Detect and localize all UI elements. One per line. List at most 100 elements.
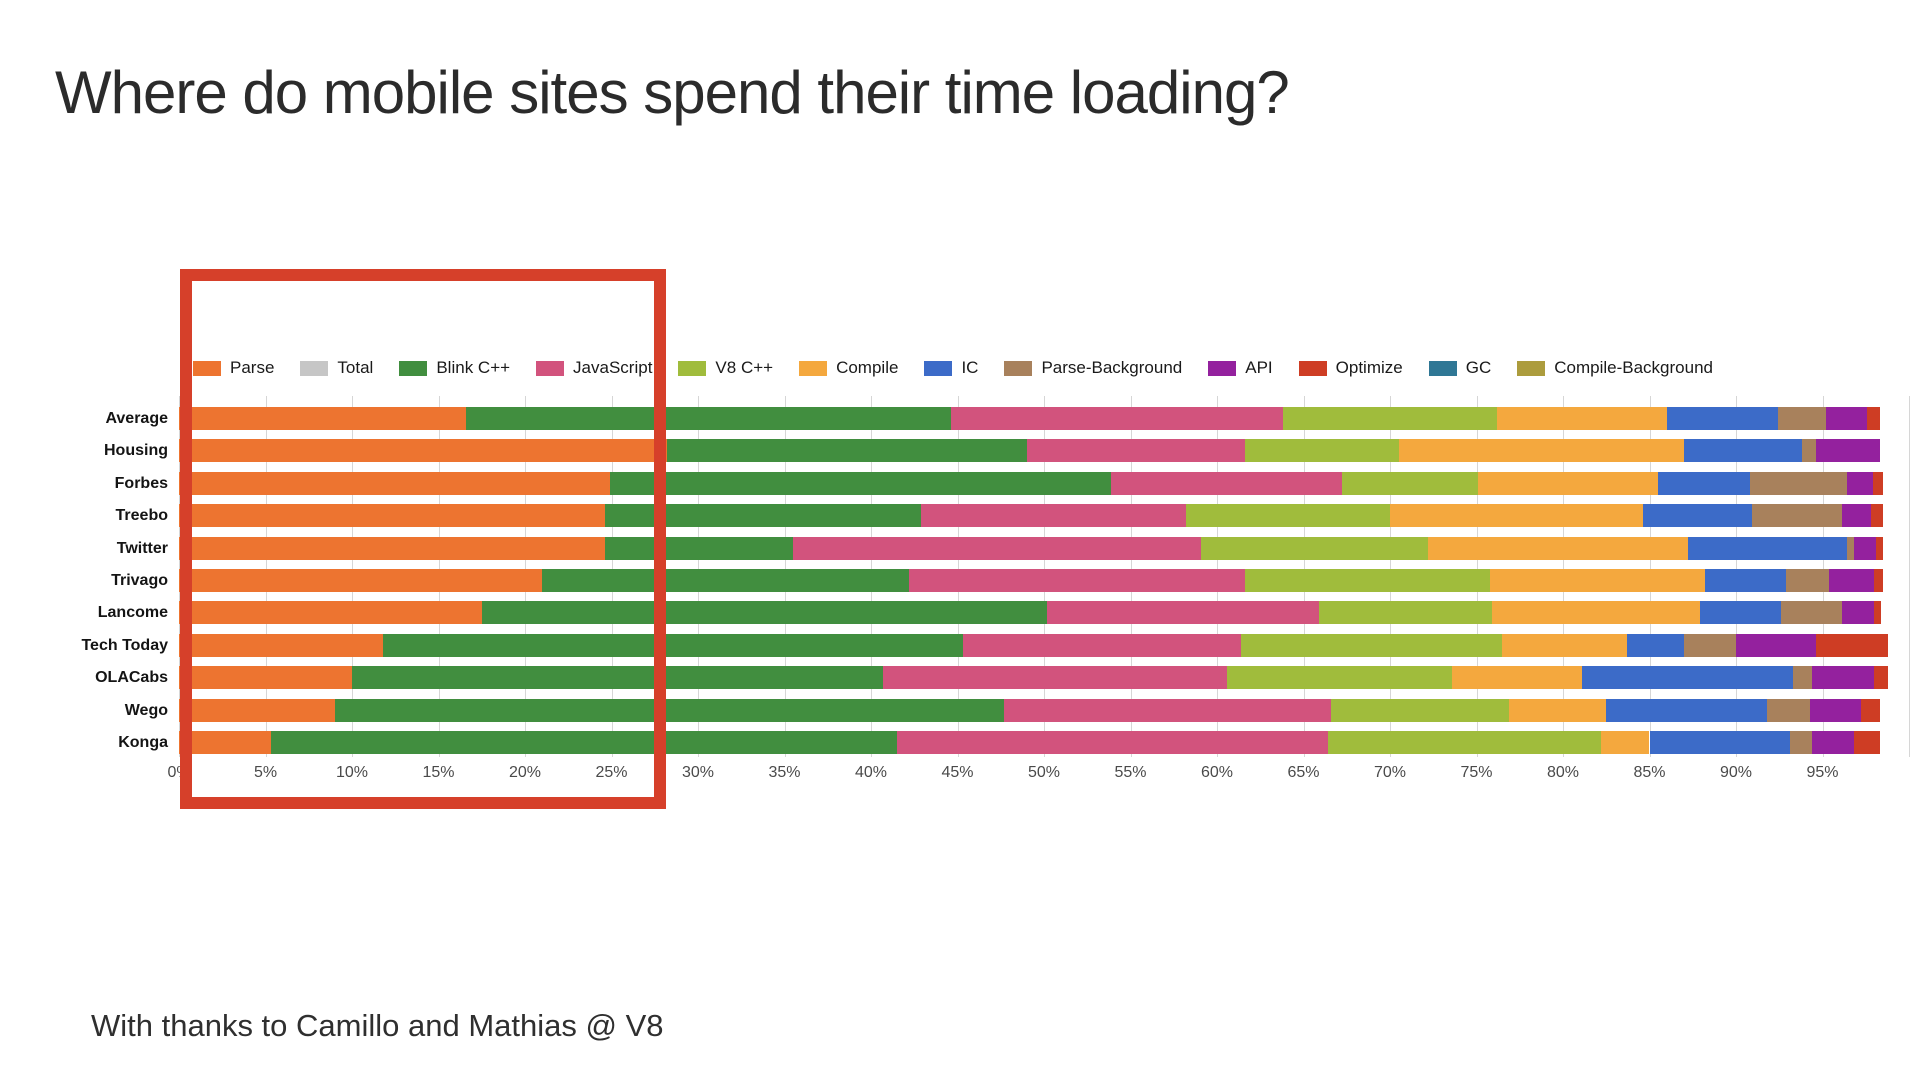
bar-segment-olacabs-parse-background[interactable] (1793, 666, 1813, 690)
bar-segment-lancome-v8-c-[interactable] (1319, 601, 1493, 625)
bar-segment-trivago-parse-background[interactable] (1786, 569, 1830, 592)
bar-segment-twitter-optimize[interactable] (1876, 536, 1884, 560)
bar-segment-konga-ic[interactable] (1649, 731, 1790, 754)
bar-segment-olacabs-api[interactable] (1812, 666, 1875, 690)
legend-item-v8-c-[interactable]: V8 C++ (678, 358, 773, 378)
bar-segment-treebo-parse[interactable] (179, 504, 605, 528)
bar-segment-average-parse[interactable] (179, 407, 467, 430)
bar-segment-konga-parse[interactable] (179, 731, 271, 754)
bar-segment-olacabs-optimize[interactable] (1874, 666, 1889, 690)
bar-segment-trivago-javascript[interactable] (909, 569, 1245, 592)
legend-item-parse-background[interactable]: Parse-Background (1004, 358, 1182, 378)
bar-segment-konga-v8-c-[interactable] (1327, 731, 1602, 754)
bar-segment-wego-compile[interactable] (1509, 698, 1607, 722)
bar-segment-wego-api[interactable] (1810, 698, 1861, 722)
bar-segment-lancome-blink-c-[interactable] (481, 601, 1048, 625)
legend-item-gc[interactable]: GC (1428, 358, 1491, 378)
bar-segment-housing-parse[interactable] (179, 439, 667, 463)
bar-segment-olacabs-blink-c-[interactable] (352, 666, 884, 690)
bar-segment-average-ic[interactable] (1666, 407, 1778, 430)
bar-segment-housing-parse-background[interactable] (1801, 439, 1816, 463)
bar-segment-olacabs-parse[interactable] (179, 666, 352, 690)
bar-segment-konga-api[interactable] (1812, 731, 1854, 754)
bar-segment-twitter-compile[interactable] (1428, 536, 1688, 560)
bar-segment-konga-optimize[interactable] (1853, 731, 1880, 754)
legend-item-compile[interactable]: Compile (799, 358, 898, 378)
bar-segment-average-api[interactable] (1825, 407, 1868, 430)
bar-segment-forbes-ic[interactable] (1658, 471, 1750, 495)
bar-segment-olacabs-ic[interactable] (1582, 666, 1794, 690)
bar-segment-wego-javascript[interactable] (1004, 698, 1332, 722)
bar-segment-forbes-compile[interactable] (1478, 471, 1659, 495)
bar-segment-wego-ic[interactable] (1606, 698, 1768, 722)
bar-segment-average-javascript[interactable] (950, 407, 1283, 430)
bar-segment-average-optimize[interactable] (1867, 407, 1880, 430)
legend-item-api[interactable]: API (1208, 358, 1273, 378)
bar-segment-tech-today-parse[interactable] (179, 633, 384, 657)
bar-segment-housing-compile[interactable] (1398, 439, 1685, 463)
bar-segment-housing-blink-c-[interactable] (666, 439, 1027, 463)
bar-segment-treebo-compile[interactable] (1390, 504, 1643, 528)
bar-segment-forbes-v8-c-[interactable] (1341, 471, 1479, 495)
bar-segment-twitter-ic[interactable] (1687, 536, 1847, 560)
bar-segment-trivago-ic[interactable] (1704, 569, 1787, 592)
bar-segment-treebo-ic[interactable] (1642, 504, 1752, 528)
bar-segment-lancome-api[interactable] (1841, 601, 1875, 625)
bar-segment-twitter-blink-c-[interactable] (604, 536, 794, 560)
legend-item-optimize[interactable]: Optimize (1298, 358, 1403, 378)
bar-segment-tech-today-optimize[interactable] (1815, 633, 1889, 657)
bar-segment-tech-today-parse-background[interactable] (1684, 633, 1736, 657)
bar-segment-trivago-blink-c-[interactable] (542, 569, 910, 592)
bar-segment-average-blink-c-[interactable] (466, 407, 951, 430)
bar-segment-housing-ic[interactable] (1684, 439, 1802, 463)
bar-segment-trivago-api[interactable] (1829, 569, 1875, 592)
bar-segment-tech-today-blink-c-[interactable] (383, 633, 963, 657)
bar-segment-wego-parse-background[interactable] (1767, 698, 1811, 722)
bar-segment-tech-today-compile[interactable] (1502, 633, 1627, 657)
bar-segment-twitter-javascript[interactable] (793, 536, 1202, 560)
legend-item-ic[interactable]: IC (924, 358, 978, 378)
bar-segment-konga-blink-c-[interactable] (270, 731, 897, 754)
legend-item-parse[interactable]: Parse (193, 358, 274, 378)
bar-segment-konga-javascript[interactable] (896, 731, 1328, 754)
bar-segment-treebo-blink-c-[interactable] (604, 504, 922, 528)
bar-segment-average-compile[interactable] (1497, 407, 1667, 430)
bar-segment-forbes-parse-background[interactable] (1749, 471, 1847, 495)
bar-segment-average-parse-background[interactable] (1777, 407, 1826, 430)
bar-segment-tech-today-ic[interactable] (1627, 633, 1685, 657)
legend-item-compile-background[interactable]: Compile-Background (1517, 358, 1713, 378)
bar-segment-forbes-parse[interactable] (179, 471, 610, 495)
bar-segment-olacabs-javascript[interactable] (883, 666, 1228, 690)
legend-item-total[interactable]: Total (300, 358, 373, 378)
bar-segment-treebo-v8-c-[interactable] (1185, 504, 1390, 528)
bar-segment-lancome-ic[interactable] (1699, 601, 1781, 625)
bar-segment-tech-today-javascript[interactable] (962, 633, 1242, 657)
bar-segment-tech-today-api[interactable] (1736, 633, 1816, 657)
bar-segment-treebo-optimize[interactable] (1870, 504, 1884, 528)
bar-segment-twitter-v8-c-[interactable] (1201, 536, 1429, 560)
bar-segment-lancome-optimize[interactable] (1874, 601, 1882, 625)
legend-item-javascript[interactable]: JavaScript (536, 358, 652, 378)
bar-segment-lancome-compile[interactable] (1492, 601, 1700, 625)
bar-segment-lancome-parse[interactable] (179, 601, 482, 625)
bar-segment-trivago-compile[interactable] (1490, 569, 1705, 592)
bar-segment-twitter-api[interactable] (1853, 536, 1877, 560)
bar-segment-treebo-parse-background[interactable] (1751, 504, 1842, 528)
legend-item-blink-c-[interactable]: Blink C++ (399, 358, 510, 378)
bar-segment-trivago-v8-c-[interactable] (1244, 569, 1491, 592)
bar-segment-twitter-parse[interactable] (179, 536, 605, 560)
bar-segment-trivago-optimize[interactable] (1874, 569, 1884, 592)
bar-segment-lancome-parse-background[interactable] (1780, 601, 1842, 625)
bar-segment-wego-v8-c-[interactable] (1331, 698, 1510, 722)
bar-segment-olacabs-compile[interactable] (1452, 666, 1583, 690)
bar-segment-forbes-optimize[interactable] (1872, 471, 1884, 495)
bar-segment-housing-api[interactable] (1815, 439, 1880, 463)
bar-segment-treebo-api[interactable] (1841, 504, 1871, 528)
bar-segment-wego-blink-c-[interactable] (334, 698, 1005, 722)
bar-segment-wego-parse[interactable] (179, 698, 335, 722)
bar-segment-lancome-javascript[interactable] (1047, 601, 1320, 625)
bar-segment-konga-parse-background[interactable] (1789, 731, 1813, 754)
bar-segment-average-v8-c-[interactable] (1282, 407, 1498, 430)
bar-segment-konga-compile[interactable] (1601, 731, 1650, 754)
bar-segment-treebo-javascript[interactable] (921, 504, 1186, 528)
